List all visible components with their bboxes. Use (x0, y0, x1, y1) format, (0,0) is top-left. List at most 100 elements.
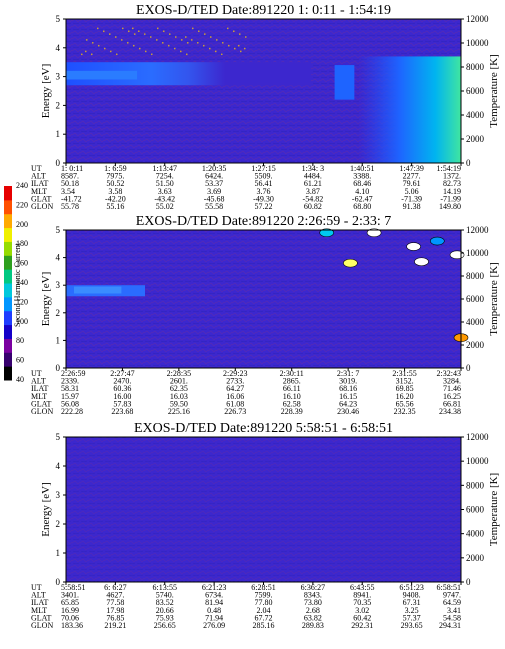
energy-tick-label: 5 (56, 225, 61, 235)
table-cell: -43.42 (154, 194, 175, 203)
energy-tick-label: 2 (56, 100, 61, 110)
speckle (134, 33, 136, 35)
table-cell: 230.46 (337, 407, 359, 416)
speckle (245, 36, 247, 38)
table-cell: 6:58:51 (437, 583, 461, 592)
table-cell: 5740. (156, 591, 174, 600)
energy-tick-label: 4 (56, 461, 61, 471)
temperature-tick-label: 4000 (466, 529, 485, 539)
energy-axis-label: Energy [eV] (40, 272, 52, 326)
row-label: GLAT (31, 399, 52, 408)
table-cell: 3.58 (108, 187, 122, 196)
table-cell: 55.78 (61, 202, 79, 211)
table-cell: 65.85 (61, 598, 79, 607)
intensity-blob (366, 228, 382, 238)
table-cell: 3.76 (257, 187, 271, 196)
speckle (121, 39, 123, 41)
row-label: GLAT (31, 194, 52, 203)
table-cell: -62.47 (352, 194, 373, 203)
speckle (91, 53, 93, 56)
table-cell: 228.39 (281, 407, 303, 416)
temperature-axis: 0 2000 4000 6000 8000 10000 12000 Temperature [… (461, 14, 500, 168)
table-cell: 55.58 (205, 202, 223, 211)
colorbar-swatch (4, 310, 12, 326)
speckle (238, 44, 240, 47)
table-cell: 6:21:23 (202, 583, 226, 592)
table-cell: 2733. (226, 377, 244, 386)
table-cell: 1:13:47 (153, 164, 177, 173)
speckle (210, 36, 212, 38)
colorbar-tick-label: 80 (16, 336, 24, 345)
intensity-blob (429, 236, 445, 246)
quiet-background (66, 437, 461, 582)
table-cell: 3284. (443, 377, 461, 386)
table-cell: 82.73 (443, 179, 461, 188)
temperature-axis-label: Temperature [K] (488, 473, 500, 546)
speckle (92, 42, 94, 44)
table-cell: 7254. (156, 172, 174, 181)
row-label: ALT (31, 377, 46, 386)
temperature-tick-label: 10000 (466, 248, 489, 258)
table-cell: 71.94 (205, 613, 223, 622)
plasma-feature (334, 65, 355, 100)
row-label: GLON (31, 202, 53, 211)
table-cell: 1: 0:11 (61, 164, 83, 173)
speckle (180, 50, 182, 53)
temperature-tick-label: 12000 (466, 432, 489, 442)
table-cell: 16.03 (170, 392, 188, 401)
table-cell: 57.22 (255, 202, 273, 211)
speckle (132, 27, 134, 30)
speckle (85, 50, 87, 53)
colorbar-tick-label: 40 (16, 375, 24, 384)
table-cell: 3.25 (405, 606, 419, 615)
row-label: MLT (31, 392, 47, 401)
panel-3: EXOS-D/TED Date:891220 5:58:51 - 6:58:51… (31, 421, 500, 630)
colorbar-swatch (4, 213, 12, 229)
table-cell: 20.66 (156, 606, 174, 615)
temperature-tick-label: 12000 (466, 225, 489, 235)
speckle (186, 53, 188, 56)
speckle (139, 47, 141, 50)
table-cell: 6734. (205, 591, 223, 600)
table-cell: 2:32:43 (437, 369, 461, 378)
speckle (240, 50, 242, 53)
speckle (150, 36, 152, 38)
table-cell: 2:29:23 (223, 369, 247, 378)
table-cell: 54.58 (443, 613, 461, 622)
table-cell: 16.25 (443, 392, 461, 401)
row-label: UT (31, 369, 42, 378)
temperature-tick-label: 0 (466, 577, 471, 587)
table-cell: 2:31:55 (392, 369, 416, 378)
temperature-tick-label: 8000 (466, 62, 485, 72)
table-cell: 17.98 (106, 606, 124, 615)
table-cell: 6:51:23 (399, 583, 423, 592)
table-cell: 276.09 (203, 621, 225, 630)
colorbar-swatch (4, 366, 12, 381)
table-cell: 68.80 (353, 202, 371, 211)
table-cell: 293.65 (401, 621, 423, 630)
table-cell: -54.82 (303, 194, 324, 203)
table-cell: 62.35 (170, 384, 188, 393)
table-cell: 6: 6:27 (104, 583, 126, 592)
table-cell: 1: 6:59 (104, 164, 126, 173)
speckle (162, 42, 164, 44)
row-label: MLT (31, 187, 47, 196)
table-cell: 223.68 (111, 407, 133, 416)
intensity-blob (319, 228, 335, 238)
row-label: UT (31, 164, 42, 173)
table-cell: 3.02 (355, 606, 369, 615)
energy-tick-label: 3 (56, 280, 61, 290)
speckle (185, 36, 187, 38)
colorbar-swatch (4, 199, 12, 215)
table-cell: 60.42 (353, 613, 371, 622)
table-cell: 16.15 (339, 392, 357, 401)
table-cell: 63.82 (304, 613, 322, 622)
table-cell: 68.16 (339, 384, 357, 393)
row-label: GLON (31, 407, 53, 416)
colorbar-tick-label: 60 (16, 356, 24, 365)
temperature-tick-label: 6000 (466, 294, 485, 304)
speckle (133, 44, 135, 47)
table-cell: 2277. (403, 172, 421, 181)
speckle (228, 44, 230, 47)
